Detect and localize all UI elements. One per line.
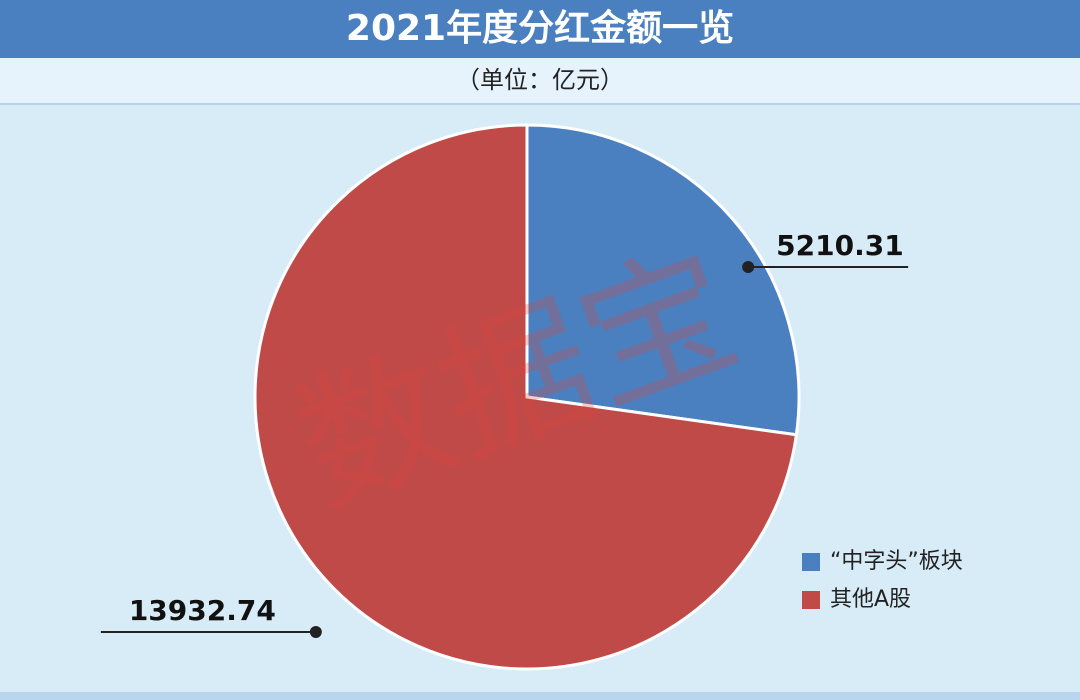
legend-label: 其他A股 — [830, 587, 911, 612]
title-bar — [0, 0, 1080, 58]
chart-subtitle: （单位：亿元） — [456, 66, 624, 94]
chart-title: 2021年度分红金额一览 — [346, 7, 734, 49]
pie-slice — [525, 123, 801, 437]
data-label: 5210.31 — [776, 229, 904, 262]
leader-dot — [309, 626, 322, 638]
legend-swatch — [802, 553, 820, 571]
labels: 5210.31 13932.74 — [100, 229, 909, 638]
legend-swatch — [802, 591, 820, 609]
leader-dot — [742, 261, 755, 273]
legend-label: “中字头”板块 — [830, 549, 963, 574]
pie-slice — [253, 123, 799, 671]
data-label: 13932.74 — [129, 594, 276, 627]
pie — [253, 123, 801, 671]
bottom-band — [0, 692, 1080, 700]
subtitle-band — [0, 58, 1080, 104]
